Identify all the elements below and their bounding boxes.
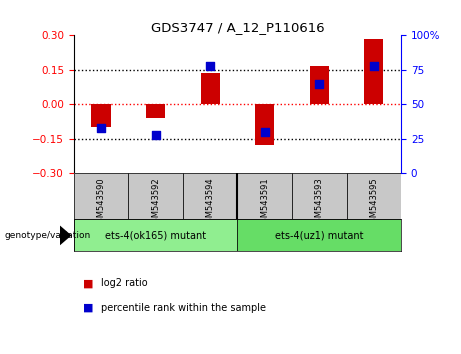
Text: ■: ■ <box>83 278 94 288</box>
Bar <box>255 104 274 145</box>
Point <box>97 125 105 131</box>
Bar <box>364 39 384 104</box>
Text: GSM543595: GSM543595 <box>369 177 378 228</box>
Text: genotype/variation: genotype/variation <box>5 231 91 240</box>
Text: GSM543593: GSM543593 <box>315 177 324 228</box>
Text: log2 ratio: log2 ratio <box>101 278 148 288</box>
Bar <box>128 173 183 219</box>
Text: percentile rank within the sample: percentile rank within the sample <box>101 303 266 313</box>
Text: GSM543591: GSM543591 <box>260 177 269 228</box>
Point <box>370 63 378 69</box>
Text: GSM543592: GSM543592 <box>151 177 160 228</box>
Point <box>315 81 323 87</box>
Text: ■: ■ <box>83 303 94 313</box>
Title: GDS3747 / A_12_P110616: GDS3747 / A_12_P110616 <box>151 21 324 34</box>
Bar <box>183 173 237 219</box>
Text: GSM543590: GSM543590 <box>96 177 106 228</box>
Point <box>261 129 268 135</box>
Bar <box>146 104 165 118</box>
Bar <box>74 219 237 251</box>
Bar <box>237 173 292 219</box>
Bar <box>201 73 220 104</box>
Polygon shape <box>60 225 71 245</box>
Point <box>152 132 160 138</box>
Point <box>207 63 214 69</box>
Text: ets-4(uz1) mutant: ets-4(uz1) mutant <box>275 230 363 240</box>
Bar <box>91 104 111 127</box>
Text: GSM543594: GSM543594 <box>206 177 215 228</box>
Bar <box>292 173 347 219</box>
Bar <box>347 173 401 219</box>
Bar <box>310 67 329 104</box>
Bar <box>74 173 128 219</box>
Bar <box>237 219 401 251</box>
Text: ets-4(ok165) mutant: ets-4(ok165) mutant <box>105 230 206 240</box>
